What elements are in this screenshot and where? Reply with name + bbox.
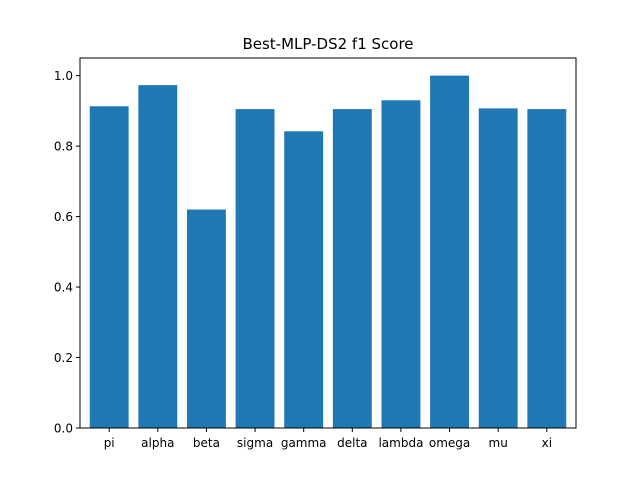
- bars-group: [89, 75, 567, 429]
- x-tick-label: pi: [104, 436, 115, 450]
- bar-mu: [478, 108, 518, 428]
- bar-pi: [89, 106, 129, 429]
- x-tick-label: lambda: [378, 436, 423, 450]
- bar-lambda: [381, 100, 421, 429]
- bar-omega: [430, 75, 470, 428]
- y-tick-label: 1.0: [54, 69, 73, 83]
- x-axis: pi alpha beta sigma gamma delta lambda omega mu x…: [104, 428, 552, 450]
- chart-title: Best-MLP-DS2 f1 Score: [242, 35, 413, 53]
- x-tick-label: beta: [193, 436, 220, 450]
- x-tick-label: xi: [542, 436, 552, 450]
- bar-alpha: [138, 85, 178, 428]
- y-axis: 0.0 0.2 0.4 0.6 0.8 1.0: [54, 69, 80, 436]
- x-tick-label: sigma: [237, 436, 273, 450]
- bar-delta: [332, 109, 372, 428]
- y-tick-label: 0.4: [54, 281, 73, 295]
- y-tick-label: 0.0: [54, 422, 73, 436]
- x-tick-label: gamma: [281, 436, 327, 450]
- y-tick-label: 0.8: [54, 140, 73, 154]
- bar-xi: [527, 109, 567, 428]
- y-tick-label: 0.6: [54, 210, 73, 224]
- plot-frame: [79, 57, 577, 429]
- x-tick-label: omega: [429, 436, 470, 450]
- bar-gamma: [284, 131, 324, 429]
- y-tick-label: 0.2: [54, 351, 73, 365]
- bar-beta: [186, 209, 226, 428]
- x-tick-label: mu: [489, 436, 508, 450]
- x-tick-label: alpha: [141, 436, 174, 450]
- bar-sigma: [235, 109, 275, 428]
- x-tick-label: delta: [337, 436, 367, 450]
